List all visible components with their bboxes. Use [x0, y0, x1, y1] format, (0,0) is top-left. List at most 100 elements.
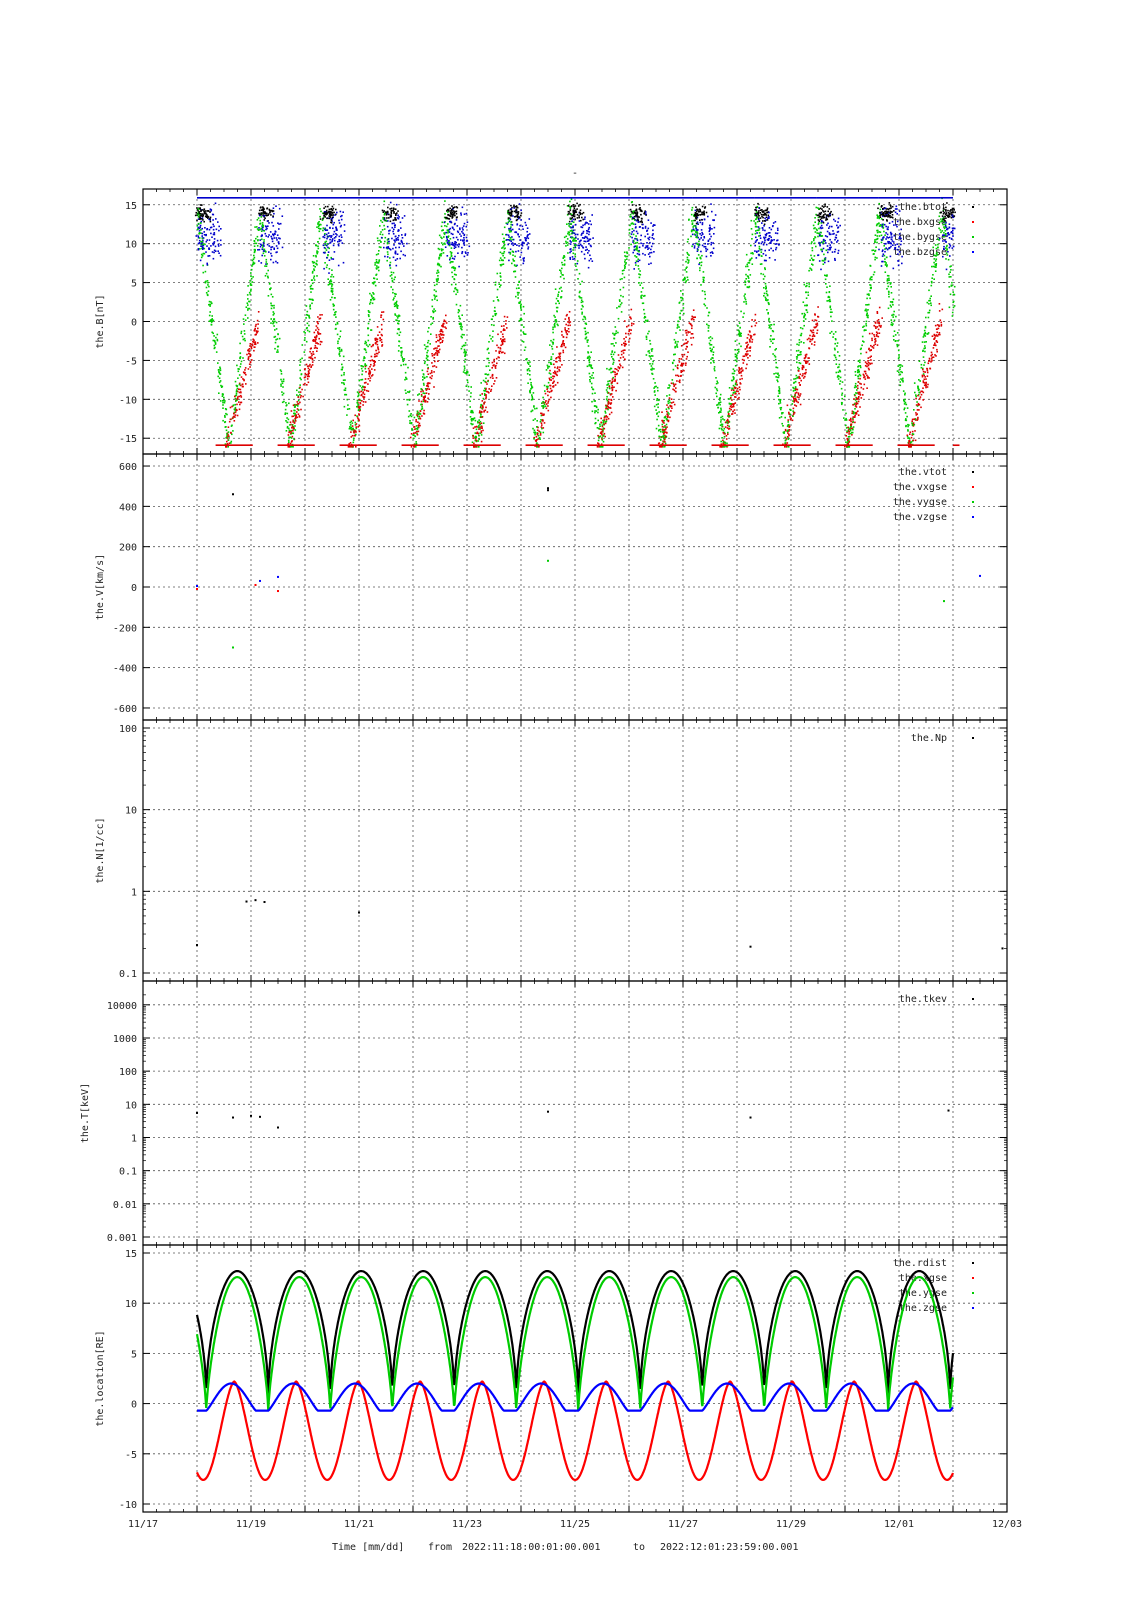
by-point — [371, 302, 374, 305]
btot-point — [582, 211, 585, 214]
by-point — [599, 435, 602, 437]
by-point — [416, 410, 419, 413]
by-point — [196, 225, 199, 227]
bx-point — [599, 428, 601, 430]
by-point — [682, 279, 684, 282]
by-point — [701, 290, 704, 292]
bx-point — [603, 417, 606, 419]
by-point — [338, 352, 341, 355]
by-point — [283, 400, 285, 403]
by-point — [319, 228, 322, 230]
by-point — [263, 255, 266, 257]
btot-point — [510, 212, 513, 215]
by-point — [612, 353, 615, 356]
by-point — [284, 408, 287, 411]
by-point — [565, 242, 568, 244]
by-point — [613, 337, 615, 340]
by-point — [336, 323, 339, 325]
by-point — [416, 415, 419, 418]
bz-point — [398, 216, 400, 218]
btot-point — [637, 220, 640, 222]
btot-point — [267, 214, 269, 216]
by-point — [637, 265, 640, 267]
by-point — [520, 306, 522, 308]
bz-point — [340, 215, 342, 218]
bz-point — [650, 248, 652, 251]
bx-point — [352, 429, 355, 431]
by-point — [601, 436, 603, 439]
by-point — [310, 287, 313, 290]
by-point — [198, 213, 201, 216]
by-point — [331, 269, 333, 271]
bz-point — [570, 248, 572, 250]
by-point — [732, 378, 735, 381]
bx-point — [745, 350, 748, 353]
by-point — [585, 323, 588, 325]
bz-point — [713, 219, 715, 221]
by-point — [544, 405, 547, 408]
bz-point — [692, 228, 695, 230]
bz-point — [275, 205, 277, 207]
by-point — [648, 352, 651, 354]
by-point — [211, 331, 213, 334]
bx-point — [436, 354, 439, 356]
by-point — [707, 330, 710, 332]
by-point — [471, 410, 474, 413]
by-point — [684, 269, 686, 271]
bz-point — [642, 227, 644, 230]
bx-point — [568, 322, 571, 324]
by-point — [720, 407, 722, 410]
btot-point — [510, 204, 512, 207]
bx-point — [676, 366, 679, 369]
bx-point — [667, 420, 670, 423]
by-point — [640, 297, 643, 299]
by-point — [635, 235, 637, 237]
by-point — [431, 322, 434, 324]
bz-point — [506, 233, 508, 236]
bx-point — [498, 350, 501, 353]
by-point — [215, 336, 217, 339]
bx-point — [625, 332, 627, 335]
bz-point — [268, 234, 270, 236]
by-point — [746, 275, 749, 277]
btot-point — [517, 216, 519, 218]
bx-point — [482, 405, 484, 408]
by-point — [508, 229, 510, 232]
by-point — [509, 238, 511, 241]
by-point — [541, 427, 543, 430]
btot-point — [455, 206, 458, 208]
bx-point — [554, 371, 557, 374]
bz-point — [261, 228, 263, 231]
bz-point — [340, 234, 342, 236]
bz-point — [323, 228, 326, 231]
bz-point — [338, 222, 341, 224]
bz-point — [452, 243, 454, 246]
by-point — [653, 391, 656, 393]
by-point — [308, 314, 310, 317]
btot-point — [328, 208, 331, 211]
by-point — [222, 393, 224, 396]
by-point — [226, 433, 228, 435]
by-point — [478, 434, 480, 437]
by-point — [631, 222, 634, 224]
bz-point — [393, 239, 396, 241]
by-point — [460, 324, 463, 326]
btot-point — [202, 219, 204, 221]
bx-point — [354, 414, 356, 417]
by-point — [433, 289, 436, 291]
by-point — [734, 365, 737, 367]
bz-point — [198, 242, 201, 244]
bz-point — [396, 217, 399, 219]
bx-point — [317, 331, 319, 333]
by-point — [691, 206, 694, 209]
bz-point — [695, 242, 697, 245]
by-point — [364, 363, 366, 365]
bx-point — [480, 431, 483, 434]
btot-point — [573, 211, 576, 213]
bx-point — [367, 367, 370, 370]
btot-point — [262, 206, 264, 208]
btot-point — [573, 207, 576, 209]
bz-point — [713, 233, 715, 235]
bz-point — [453, 228, 455, 231]
by-point — [624, 265, 626, 268]
